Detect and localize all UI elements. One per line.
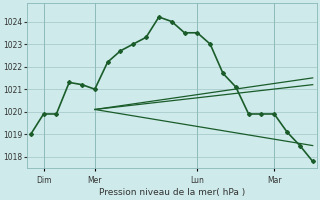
X-axis label: Pression niveau de la mer( hPa ): Pression niveau de la mer( hPa ) <box>99 188 245 197</box>
